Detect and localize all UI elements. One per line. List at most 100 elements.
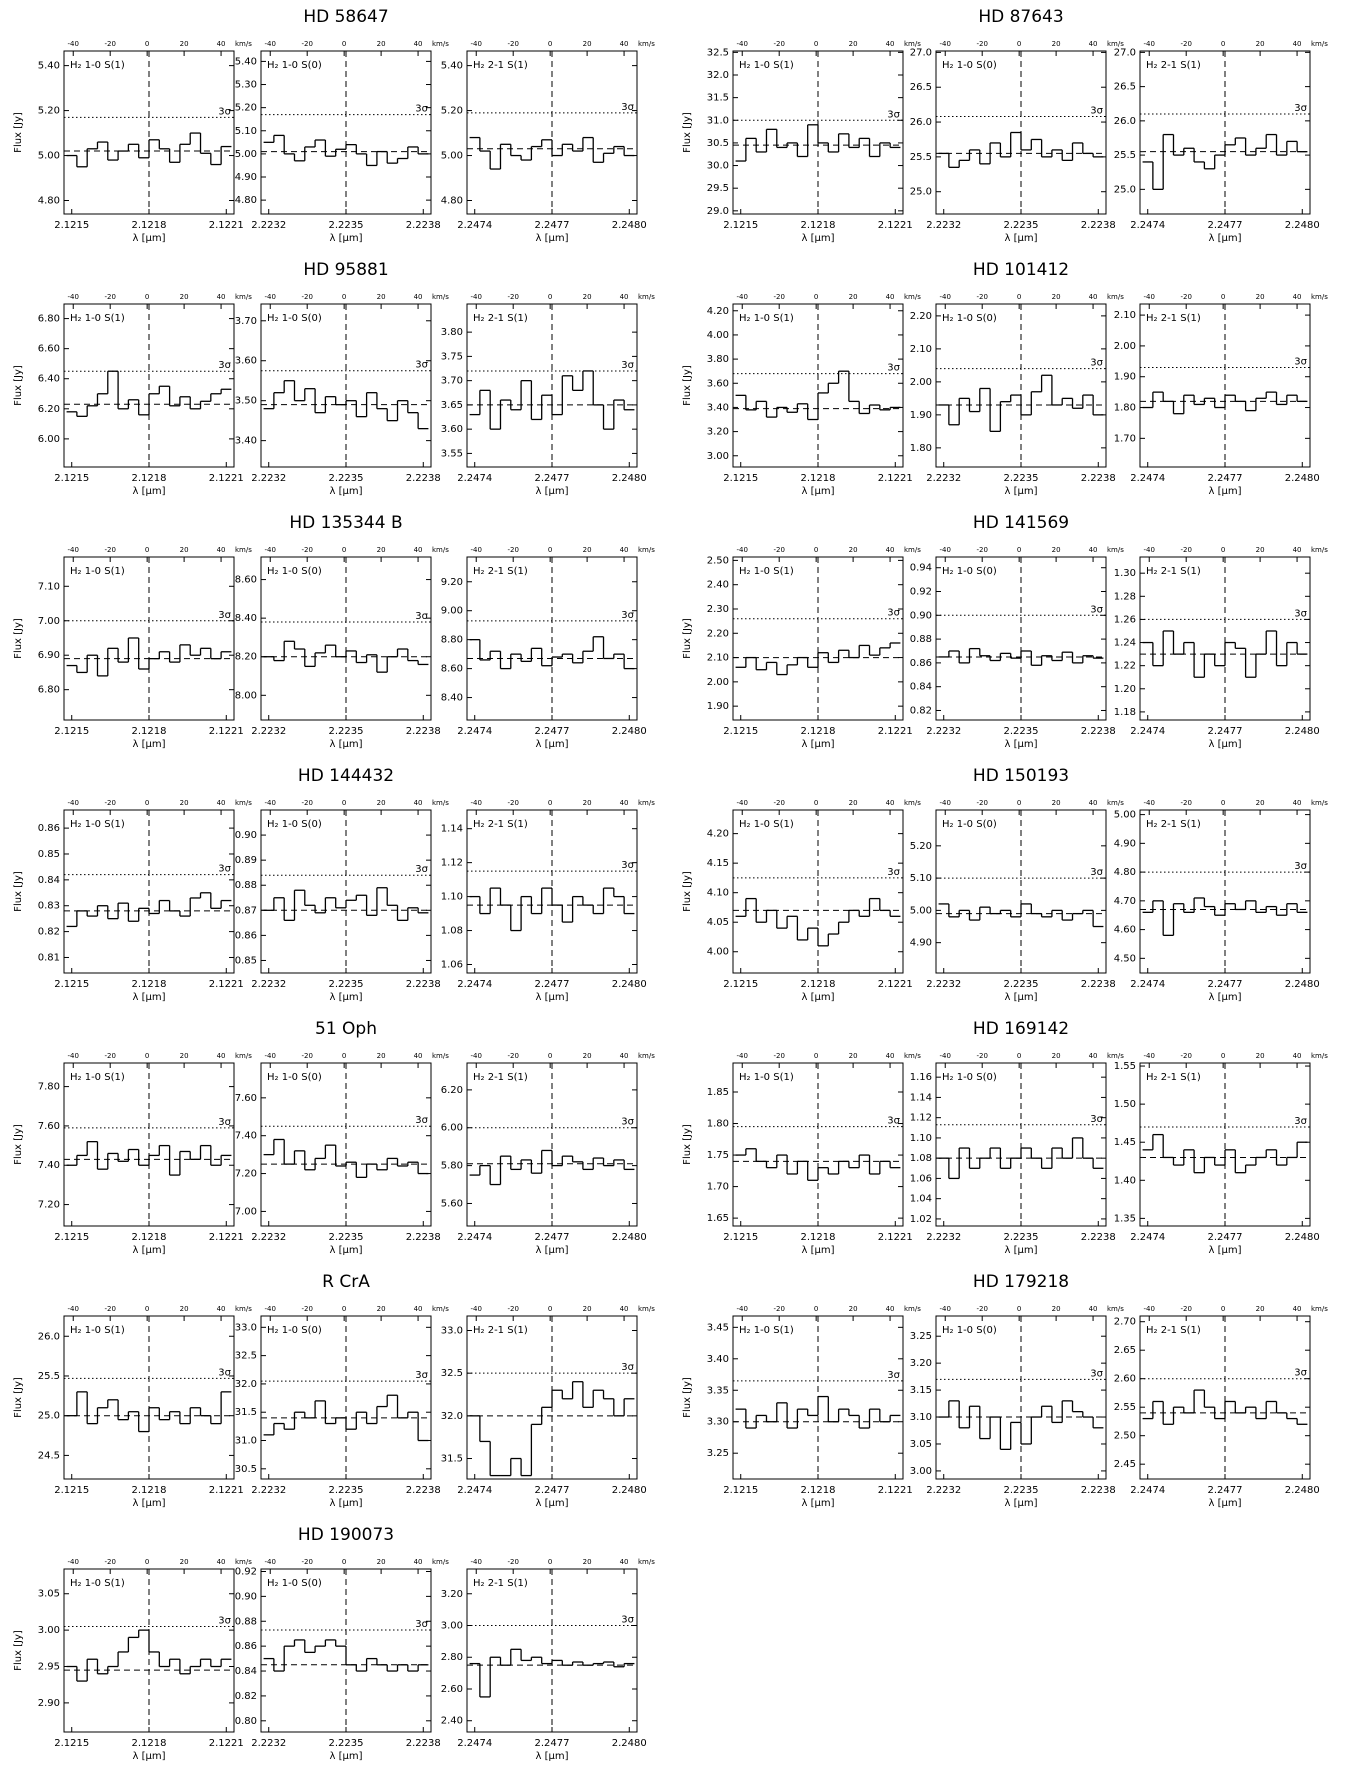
x2-tick-label: 20 bbox=[849, 799, 858, 807]
plot-frame bbox=[732, 1315, 904, 1480]
y-tick-label: 3.50 bbox=[235, 396, 257, 407]
x-tick-label: 2.2480 bbox=[612, 726, 647, 737]
y-tick-label: 25.0 bbox=[38, 1411, 60, 1422]
plot-frame bbox=[466, 556, 638, 721]
x2-tick-label: 20 bbox=[180, 1052, 189, 1060]
y-tick-label: 0.81 bbox=[38, 952, 60, 963]
x2-tick-label: -20 bbox=[301, 293, 312, 301]
x-tick-label: 2.1218 bbox=[132, 979, 167, 990]
sigma3-label: 3σ bbox=[1090, 604, 1103, 615]
x-tick-label: 2.2477 bbox=[1208, 220, 1243, 231]
sigma3-label: 3σ bbox=[218, 1367, 231, 1378]
x-tick-label: 2.2474 bbox=[457, 1738, 492, 1749]
x2-tick-label: 20 bbox=[180, 293, 189, 301]
x-axis-label: λ [μm] bbox=[329, 233, 362, 244]
y-tick-label: 2.30 bbox=[707, 604, 729, 615]
x2-tick-label: -40 bbox=[471, 1305, 482, 1313]
y-tick-label: 4.10 bbox=[707, 888, 729, 899]
x2-tick-label: 0 bbox=[1017, 1052, 1021, 1060]
x2-unit: km/s bbox=[235, 1305, 252, 1313]
line-annotation: H₂ 1-0 S(0) bbox=[942, 566, 997, 577]
plot-frame bbox=[260, 556, 432, 721]
x-tick-label: 2.2235 bbox=[329, 979, 364, 990]
x2-tick-label: 20 bbox=[583, 293, 592, 301]
sigma3-label: 3σ bbox=[218, 360, 231, 371]
y-tick-label: 2.20 bbox=[707, 628, 729, 639]
y-tick-label: 32.5 bbox=[235, 1351, 257, 1362]
y-tick-label: 1.20 bbox=[1114, 684, 1136, 695]
x2-tick-label: -20 bbox=[773, 40, 784, 48]
x2-tick-label: 0 bbox=[145, 40, 149, 48]
y-tick-label: 3.15 bbox=[910, 1385, 932, 1396]
line-annotation: H₂ 1-0 S(1) bbox=[70, 60, 125, 71]
x2-tick-label: -20 bbox=[104, 1558, 115, 1566]
x2-tick-label: -20 bbox=[104, 293, 115, 301]
x-tick-label: 2.2235 bbox=[1004, 1232, 1039, 1243]
x2-tick-label: -20 bbox=[1180, 546, 1191, 554]
line-annotation: H₂ 1-0 S(1) bbox=[70, 819, 125, 830]
x2-tick-label: 20 bbox=[1256, 1052, 1265, 1060]
plot-frame bbox=[63, 1568, 235, 1733]
y-axis-label: Flux [Jy] bbox=[13, 1124, 24, 1165]
x-tick-label: 2.2235 bbox=[329, 220, 364, 231]
x2-tick-label: 0 bbox=[342, 1558, 346, 1566]
y-tick-label: 2.40 bbox=[707, 580, 729, 591]
y-tick-label: 6.00 bbox=[441, 1123, 463, 1134]
y-tick-label: 1.70 bbox=[707, 1182, 729, 1193]
sigma3-label: 3σ bbox=[1090, 1114, 1103, 1125]
x2-tick-label: 0 bbox=[145, 293, 149, 301]
x2-tick-label: 0 bbox=[342, 293, 346, 301]
y-tick-label: 1.55 bbox=[1114, 1061, 1136, 1072]
x-tick-label: 2.2238 bbox=[1081, 1232, 1116, 1243]
x-tick-label: 2.2474 bbox=[1130, 1232, 1165, 1243]
x-tick-label: 2.2232 bbox=[251, 979, 286, 990]
x-tick-label: 2.1221 bbox=[209, 979, 244, 990]
x2-tick-label: 40 bbox=[886, 40, 895, 48]
y-tick-label: 6.60 bbox=[38, 344, 60, 355]
x2-tick-label: -20 bbox=[1180, 1052, 1191, 1060]
y-tick-label: 26.5 bbox=[910, 82, 932, 93]
x-tick-label: 2.2235 bbox=[1004, 473, 1039, 484]
x-tick-label: 2.2235 bbox=[1004, 220, 1039, 231]
y-tick-label: 3.60 bbox=[235, 356, 257, 367]
y-tick-label: 1.40 bbox=[1114, 1175, 1136, 1186]
x2-tick-label: 0 bbox=[814, 40, 818, 48]
x-tick-label: 2.2474 bbox=[1130, 220, 1165, 231]
x-tick-label: 2.2480 bbox=[1285, 220, 1320, 231]
x2-tick-label: -20 bbox=[104, 799, 115, 807]
x-axis-label: λ [μm] bbox=[329, 1498, 362, 1509]
sigma3-label: 3σ bbox=[887, 1370, 900, 1381]
x2-unit: km/s bbox=[235, 546, 252, 554]
y-tick-label: 5.20 bbox=[441, 106, 463, 117]
y-tick-label: 5.10 bbox=[235, 126, 257, 137]
y-tick-label: 0.87 bbox=[235, 905, 257, 916]
line-annotation: H₂ 1-0 S(0) bbox=[267, 819, 322, 830]
line-annotation: H₂ 1-0 S(0) bbox=[267, 313, 322, 324]
x-tick-label: 2.1215 bbox=[723, 220, 758, 231]
x2-tick-label: -20 bbox=[1180, 40, 1191, 48]
x-axis-label: λ [μm] bbox=[329, 1245, 362, 1256]
y-tick-label: 32.5 bbox=[707, 47, 729, 58]
line-annotation: H₂ 2-1 S(1) bbox=[473, 566, 528, 577]
y-tick-label: 1.06 bbox=[441, 960, 463, 971]
y-tick-label: 3.05 bbox=[910, 1439, 932, 1450]
x-tick-label: 2.1215 bbox=[723, 1485, 758, 1496]
line-annotation: H₂ 2-1 S(1) bbox=[473, 1578, 528, 1589]
plot-frame bbox=[260, 1568, 432, 1733]
y-tick-label: 4.15 bbox=[707, 858, 729, 869]
y-tick-label: 4.90 bbox=[1114, 838, 1136, 849]
y-axis-label: Flux [Jy] bbox=[682, 618, 693, 659]
y-tick-label: 1.18 bbox=[1114, 707, 1136, 718]
x-tick-label: 2.2235 bbox=[1004, 726, 1039, 737]
x2-tick-label: -20 bbox=[1180, 293, 1191, 301]
x2-tick-label: 40 bbox=[620, 1558, 629, 1566]
x-tick-label: 2.2232 bbox=[926, 979, 961, 990]
y-tick-label: 31.5 bbox=[441, 1454, 463, 1465]
star-title: HD 169142 bbox=[973, 1019, 1069, 1039]
x-tick-label: 2.2232 bbox=[926, 726, 961, 737]
y-tick-label: 25.5 bbox=[1114, 150, 1136, 161]
x-axis-label: λ [μm] bbox=[1208, 992, 1241, 1003]
x-tick-label: 2.1218 bbox=[132, 473, 167, 484]
y-tick-label: 3.00 bbox=[38, 1625, 60, 1636]
y-tick-label: 0.85 bbox=[38, 849, 60, 860]
